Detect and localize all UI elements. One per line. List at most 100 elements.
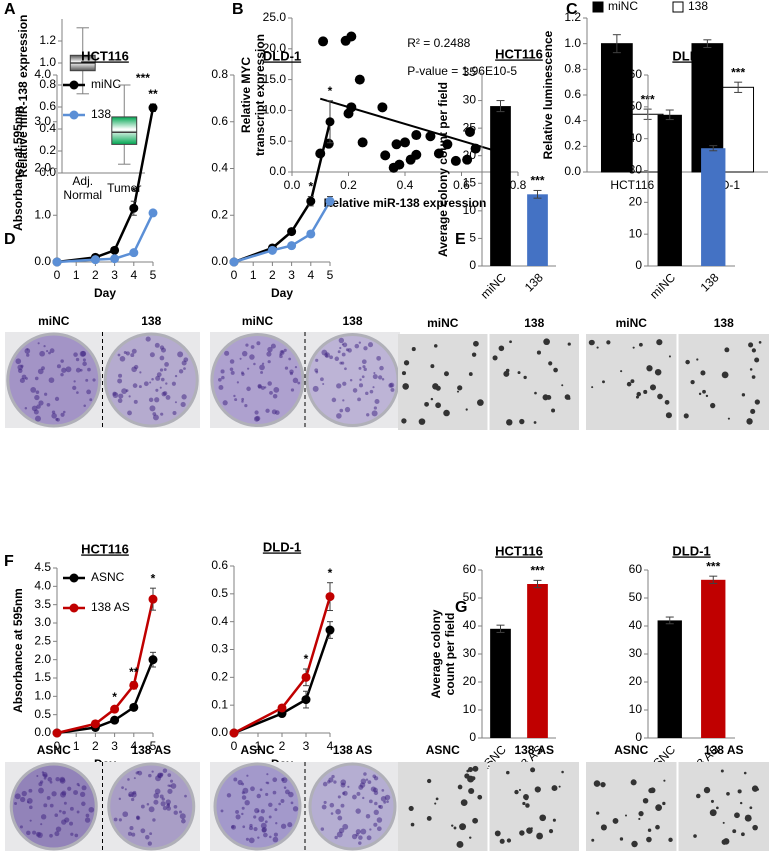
significance: *: [328, 84, 333, 98]
photo-label: 138: [524, 316, 544, 330]
y-tick-label: 20: [463, 148, 477, 162]
marker: [110, 715, 120, 725]
speckle: [165, 799, 171, 805]
speckle: [222, 400, 228, 406]
speckle: [229, 367, 234, 372]
y-tick-label: 10: [463, 203, 477, 217]
speckle: [365, 813, 371, 819]
y-tick-label: 15: [463, 175, 477, 189]
colony: [591, 386, 594, 389]
x-tick-label: Tumor: [107, 181, 141, 195]
chart-title: DLD-1: [672, 48, 710, 63]
significance: *: [151, 571, 156, 585]
y-axis-label: Absorbance at 595nm: [11, 588, 25, 713]
panel-letter: G: [455, 599, 467, 616]
speckle: [363, 346, 368, 351]
x-axis-label: Relative miR-138 expression: [324, 196, 487, 210]
speckle: [131, 348, 137, 354]
marker: [90, 255, 100, 265]
speckle: [360, 778, 367, 785]
speckle: [231, 824, 236, 830]
speckle: [29, 805, 33, 810]
speckle: [325, 354, 328, 358]
speckle: [241, 397, 245, 401]
speckle: [247, 367, 250, 370]
bar: [527, 194, 548, 266]
colony: [739, 801, 743, 805]
colony: [435, 797, 439, 801]
speckle: [136, 815, 140, 819]
x-axis-label: Day: [271, 286, 293, 300]
colony: [664, 399, 670, 405]
colony: [737, 789, 742, 794]
marker: [148, 594, 158, 604]
speckle: [118, 373, 123, 378]
speckle: [342, 381, 347, 386]
bar: [490, 628, 511, 738]
colony: [522, 801, 526, 806]
y-tick-label: 40: [463, 618, 477, 632]
speckle: [124, 788, 127, 791]
photo-label: 138: [342, 314, 362, 328]
speckle: [160, 801, 166, 807]
speckle: [34, 376, 39, 381]
speckle: [241, 350, 248, 357]
colony: [600, 824, 607, 831]
colony: [638, 811, 644, 817]
significance: ***: [530, 564, 544, 578]
y-axis-label: Average colonycount per field: [429, 609, 457, 698]
y-tick-label: 0.2: [211, 670, 228, 684]
speckle: [386, 800, 389, 804]
speckle: [149, 352, 155, 358]
photo-label: ASNC: [426, 743, 460, 757]
marker: [267, 245, 277, 255]
speckle: [41, 771, 45, 774]
speckle: [149, 832, 153, 836]
y-axis-label: Relative miR-138 expression: [16, 15, 30, 178]
speckle: [374, 398, 380, 404]
speckle: [127, 831, 132, 836]
speckle: [233, 777, 238, 782]
marker: [229, 257, 239, 267]
speckle: [373, 776, 379, 781]
x-tick-label: 5: [150, 739, 157, 753]
speckle: [43, 803, 48, 808]
speckle: [26, 830, 31, 836]
speckle: [359, 378, 362, 381]
colony: [751, 785, 759, 792]
speckle: [154, 788, 161, 795]
micrograph: [398, 334, 488, 430]
speckle: [220, 369, 225, 374]
colony: [683, 413, 689, 419]
speckle: [38, 787, 44, 794]
speckle: [344, 367, 347, 371]
speckle: [390, 387, 395, 392]
colony: [435, 402, 441, 409]
colony: [655, 804, 662, 811]
speckle: [218, 385, 224, 390]
colony: [524, 796, 529, 801]
colony: [561, 384, 564, 387]
speckle: [245, 837, 249, 841]
x-tick-label: HCT116: [610, 178, 654, 192]
speckle: [336, 383, 342, 389]
y-tick-label: 0.4: [211, 161, 228, 175]
speckle: [241, 812, 244, 816]
speckle: [358, 383, 364, 388]
y-tick-label: 0.2: [39, 143, 56, 157]
x-tick-label: 0: [231, 739, 238, 753]
speckle: [269, 835, 272, 839]
colony: [464, 773, 470, 779]
speckle: [82, 361, 87, 367]
speckle: [283, 348, 287, 352]
x-tick-label: 3: [303, 739, 310, 753]
marker: [277, 703, 287, 713]
marker: [287, 227, 297, 237]
photo-label: 138 AS: [514, 743, 554, 757]
speckle: [368, 799, 373, 804]
speckle: [174, 401, 177, 404]
panel-letter: B: [232, 1, 244, 18]
speckle: [140, 828, 146, 834]
colony: [741, 832, 745, 837]
legend-label: ASNC: [91, 570, 125, 584]
